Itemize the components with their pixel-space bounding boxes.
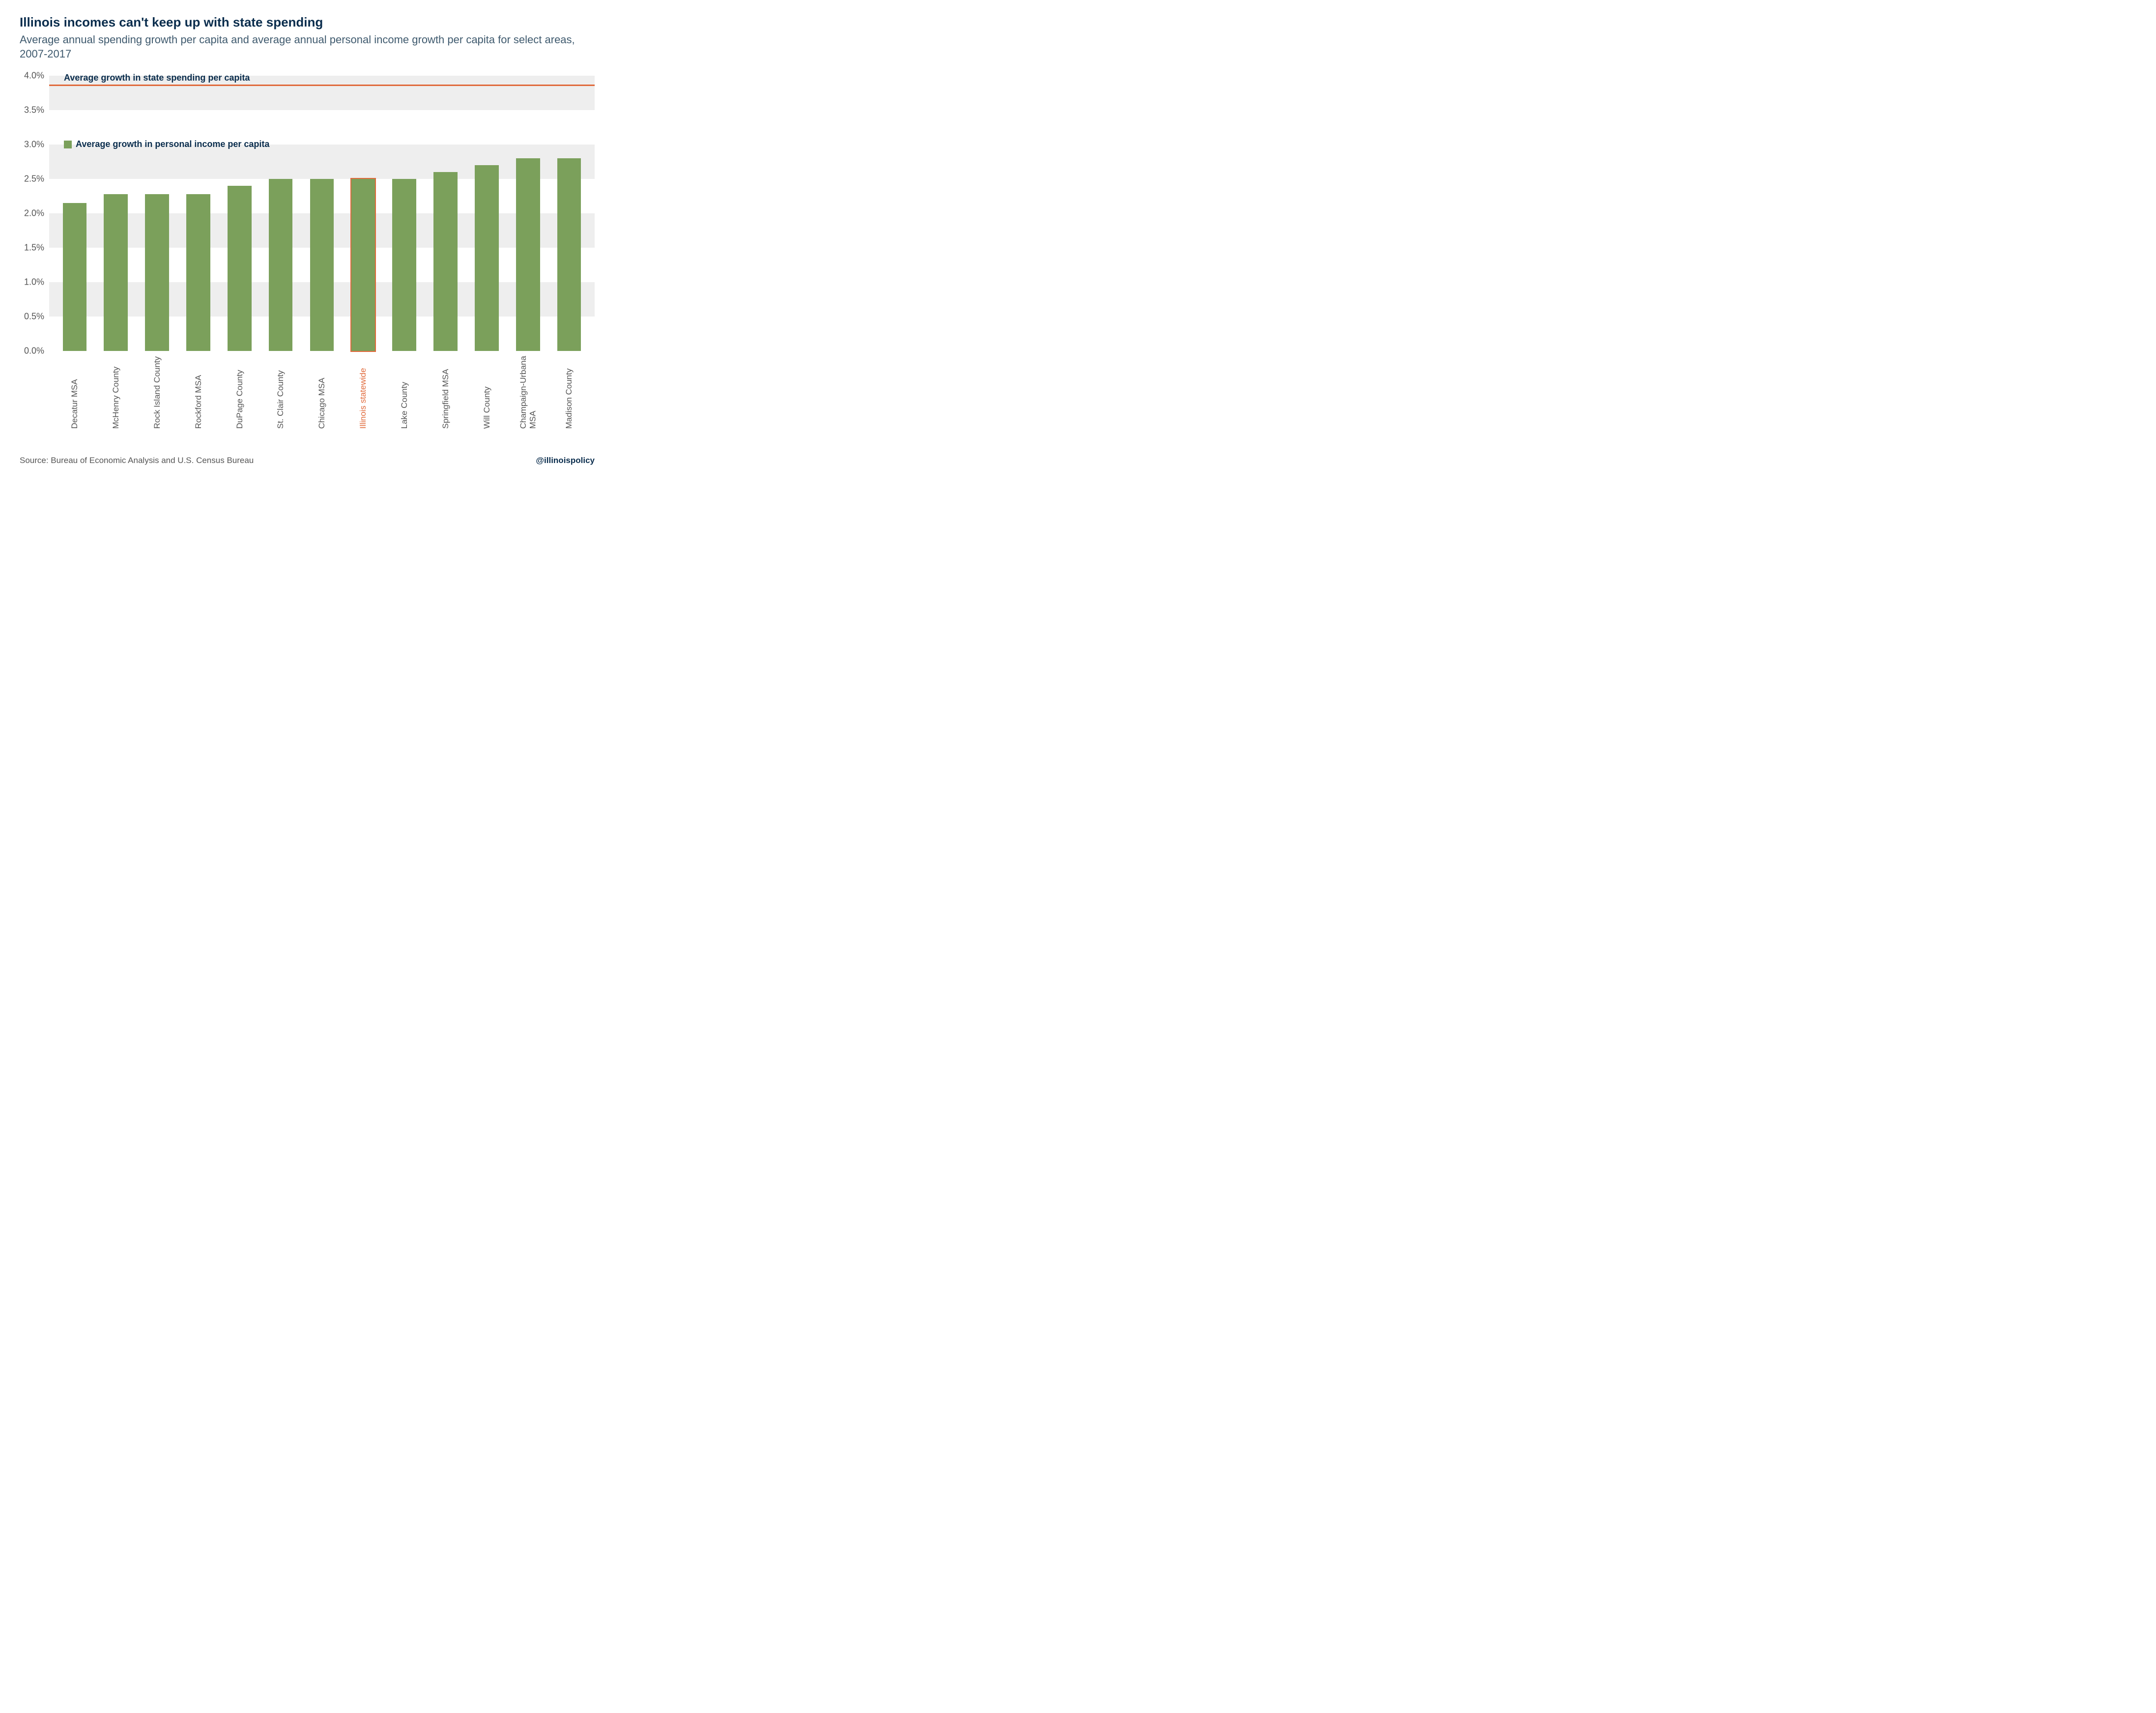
bar (63, 203, 87, 351)
y-tick-label: 2.5% (24, 174, 49, 184)
bar (392, 179, 416, 351)
x-label-slot: Rockford MSA (178, 356, 219, 431)
x-label: Rockford MSA (194, 356, 203, 431)
y-tick-label: 0.0% (24, 346, 49, 356)
bar-slot (301, 76, 343, 351)
y-tick-label: 2.0% (24, 208, 49, 219)
x-label-slot: McHenry County (95, 356, 137, 431)
x-label-slot: Champaign-Urbana MSA (507, 356, 548, 431)
bar (433, 172, 458, 351)
bars-group (49, 76, 595, 351)
bar-slot (178, 76, 219, 351)
y-tick-label: 0.5% (24, 312, 49, 322)
bar (351, 179, 375, 351)
x-label: Rock Island County (152, 356, 162, 431)
legend: Average growth in personal income per ca… (64, 139, 269, 149)
x-label-slot: Springfield MSA (425, 356, 466, 431)
x-label-slot: Will County (466, 356, 507, 431)
x-label-slot: Madison County (548, 356, 590, 431)
bar (269, 179, 293, 351)
chart-title: Illinois incomes can't keep up with stat… (20, 15, 595, 30)
bar-slot (219, 76, 260, 351)
x-label-slot: Illinois statewide (343, 356, 384, 431)
x-label: Lake County (400, 356, 409, 431)
x-label-slot: St. Clair County (260, 356, 301, 431)
bar-slot (137, 76, 178, 351)
x-label-slot: Rock Island County (137, 356, 178, 431)
bar-slot (425, 76, 466, 351)
x-label: Madison County (564, 356, 574, 431)
plot-area: 0.0%0.5%1.0%1.5%2.0%2.5%3.0%3.5%4.0%Aver… (49, 76, 595, 351)
chart-footer: Source: Bureau of Economic Analysis and … (20, 456, 595, 465)
bar-slot (260, 76, 301, 351)
x-label-slot: Decatur MSA (54, 356, 95, 431)
bar-slot (507, 76, 548, 351)
reference-line (49, 85, 595, 86)
source-text: Source: Bureau of Economic Analysis and … (20, 456, 254, 465)
bar (145, 194, 169, 351)
bar (310, 179, 334, 351)
x-label-slot: DuPage County (219, 356, 260, 431)
legend-swatch (64, 141, 72, 148)
x-label-slot: Chicago MSA (301, 356, 343, 431)
y-tick-label: 3.0% (24, 140, 49, 150)
y-tick-label: 3.5% (24, 105, 49, 116)
bar (475, 165, 499, 351)
x-label: Will County (482, 356, 492, 431)
y-tick-label: 1.5% (24, 243, 49, 253)
bar (104, 194, 128, 351)
x-label: Chicago MSA (317, 356, 327, 431)
bar-slot (54, 76, 95, 351)
x-label: DuPage County (235, 356, 245, 431)
chart-container: 0.0%0.5%1.0%1.5%2.0%2.5%3.0%3.5%4.0%Aver… (49, 76, 595, 431)
bar-slot (384, 76, 425, 351)
attribution-text: @illinoispolicy (536, 456, 595, 465)
x-label: McHenry County (111, 356, 121, 431)
bar-slot (548, 76, 590, 351)
x-label: Springfield MSA (441, 356, 451, 431)
bar-slot (95, 76, 137, 351)
reference-line-label: Average growth in state spending per cap… (64, 73, 250, 83)
bar (557, 158, 581, 351)
x-axis-labels: Decatur MSA McHenry County Rock Island Cou… (49, 356, 595, 431)
x-label: Champaign-Urbana MSA (518, 356, 538, 431)
x-label: Illinois statewide (358, 356, 368, 431)
bar (186, 194, 210, 351)
x-label: Decatur MSA (70, 356, 80, 431)
x-label: St. Clair County (276, 356, 286, 431)
bar-slot (466, 76, 507, 351)
bar-slot (343, 76, 384, 351)
x-label-slot: Lake County (384, 356, 425, 431)
bar (516, 158, 540, 351)
chart-subtitle: Average annual spending growth per capit… (20, 33, 595, 61)
y-tick-label: 1.0% (24, 277, 49, 288)
bar (228, 186, 252, 351)
y-tick-label: 4.0% (24, 71, 49, 81)
legend-label: Average growth in personal income per ca… (76, 139, 269, 149)
